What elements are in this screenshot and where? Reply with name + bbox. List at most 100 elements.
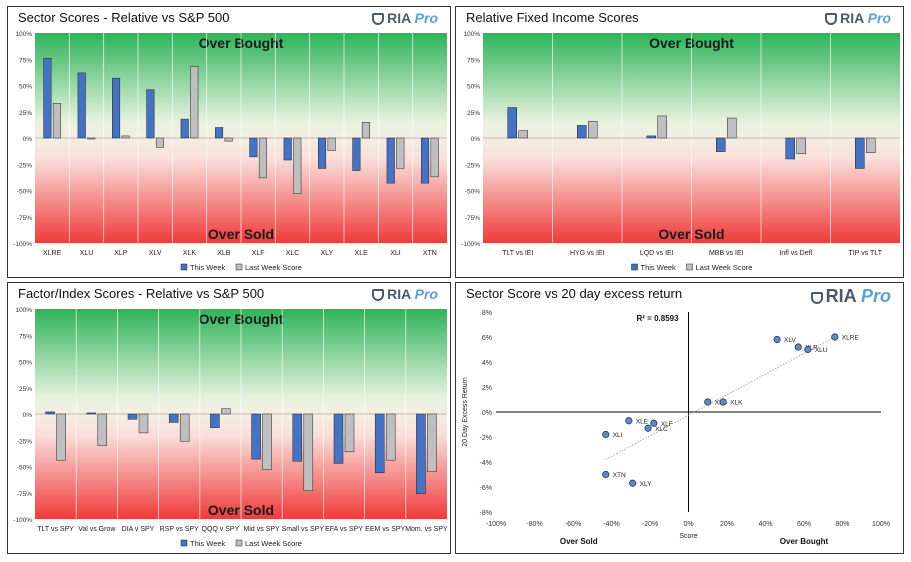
bar-last-week (190, 66, 199, 139)
y-tick-label: -75% (17, 491, 32, 498)
legend-label-last-week: Last Week Score (245, 263, 302, 272)
point-label: XLC (655, 426, 668, 433)
point-label: XLI (613, 432, 623, 439)
bar-last-week (179, 413, 190, 442)
shield-icon (372, 289, 385, 301)
bar-last-week (303, 413, 314, 491)
x-tick-label: XLY (320, 250, 333, 257)
bar-this-week (416, 413, 426, 495)
bar-last-week (138, 413, 149, 434)
bar-this-week (77, 72, 86, 139)
bar-last-week (588, 120, 598, 139)
bar-last-week (87, 137, 96, 140)
y-tick-label: -25% (17, 438, 32, 445)
shield-icon (372, 13, 385, 25)
ria-pro-logo: RIA Pro (810, 286, 891, 307)
y-tick-label: 2% (482, 385, 492, 392)
bar-last-week (396, 137, 405, 169)
x-tick-label: -60% (565, 521, 581, 528)
y-tick-label: 75% (19, 333, 32, 340)
bar-this-week (127, 413, 138, 420)
bar-this-week (215, 127, 224, 139)
bar-this-week (318, 137, 327, 169)
bar-last-week (121, 135, 130, 139)
y-tick-label: 4% (482, 360, 492, 367)
x-tick-label: QQQ v SPY (202, 526, 240, 533)
x-axis-title: Score (679, 533, 697, 540)
point-label: XLY (640, 481, 652, 488)
x-tick-label: DIA v SPY (122, 526, 155, 533)
y-tick-label: 8% (482, 310, 492, 317)
y-axis-title: 20 Day Excess Return (462, 377, 469, 447)
legend-label-this-week: This Week (190, 539, 226, 548)
point-label: XLU (815, 347, 828, 354)
point-label: XLV (784, 337, 796, 344)
bar-last-week (344, 413, 355, 453)
x-tick-label: XLP (114, 250, 128, 257)
y-tick-label: -75% (17, 215, 32, 222)
y-tick-label: 100% (15, 31, 32, 38)
oversold-label: Over Sold (560, 537, 598, 546)
sector-scores-panel: Sector Scores - Relative vs S&P 500 RIA … (7, 6, 451, 278)
bar-this-week (333, 413, 344, 464)
bar-this-week (112, 77, 121, 139)
bar-this-week (716, 137, 726, 152)
bar-this-week (374, 413, 385, 474)
point-label: XTN (613, 472, 626, 479)
bar-this-week (646, 135, 656, 139)
scatter-point (719, 398, 727, 406)
bar-last-week (518, 130, 528, 139)
legend-label-last-week: Last Week Score (245, 539, 302, 548)
x-tick-label: RSP vs SPY (160, 526, 199, 533)
bar-this-week (86, 412, 97, 415)
x-tick-label: 40% (758, 521, 772, 528)
bar-this-week (855, 137, 865, 169)
bar-last-week (796, 137, 806, 154)
point-label: XLF (661, 421, 673, 428)
y-tick-label: -75% (465, 215, 480, 222)
factor-index-chart: 100%75%50%25%0%-25%-50%-75%-100%Over Bou… (13, 307, 448, 548)
y-tick-label: 100% (463, 31, 480, 38)
x-tick-label: 80% (835, 521, 849, 528)
fixed-income-chart: 100%75%50%25%0%-25%-50%-75%-100%Over Bou… (461, 31, 900, 272)
x-tick-label: -100% (486, 521, 506, 528)
scatter-point (804, 345, 812, 354)
y-tick-label: -25% (17, 162, 32, 169)
x-tick-label: XLU (80, 250, 94, 257)
scatter-point (650, 419, 658, 427)
x-tick-label: Infl vs Defl (779, 250, 812, 257)
bar-this-week (421, 137, 430, 184)
x-tick-label: XLV (149, 250, 162, 257)
scatter-point (773, 335, 781, 344)
y-tick-label: 75% (467, 57, 480, 64)
x-tick-label: XLF (252, 250, 265, 257)
legend-label-last-week: Last Week Score (696, 263, 753, 272)
bar-this-week (249, 137, 258, 158)
y-tick-label: -4% (480, 460, 492, 467)
x-tick-label: TLT vs SPY (37, 526, 74, 533)
x-tick-label: LQD vs IEI (640, 250, 674, 257)
ria-pro-logo: RIA Pro (372, 286, 438, 302)
y-tick-label: -2% (480, 435, 492, 442)
legend-swatch-last-week (235, 539, 243, 547)
bar-last-week (727, 117, 737, 139)
y-tick-label: 0% (23, 412, 33, 419)
bar-last-week (430, 137, 439, 178)
bar-this-week (146, 89, 155, 139)
x-tick-label: XLC (286, 250, 300, 257)
y-tick-label: 50% (19, 360, 32, 367)
scatter-point (629, 479, 637, 487)
y-tick-label: -8% (480, 510, 492, 517)
bar-last-week (293, 137, 302, 194)
ria-pro-logo: RIA Pro (372, 10, 438, 26)
x-tick-label: Mom. vs SPY (405, 526, 448, 533)
x-tick-label: XLE (355, 250, 369, 257)
y-tick-label: 6% (482, 335, 492, 342)
x-tick-label: HYG vs IEI (570, 250, 605, 257)
legend-label-this-week: This Week (190, 263, 226, 272)
overbought-label: Over Bought (780, 537, 829, 546)
bar-last-week (221, 408, 231, 415)
sector-scores-chart: 100%75%50%25%0%-25%-50%-75%-100%Over Bou… (13, 31, 447, 272)
scatter-point (644, 424, 652, 432)
chart-title: Sector Scores - Relative vs S&P 500 (18, 10, 230, 25)
